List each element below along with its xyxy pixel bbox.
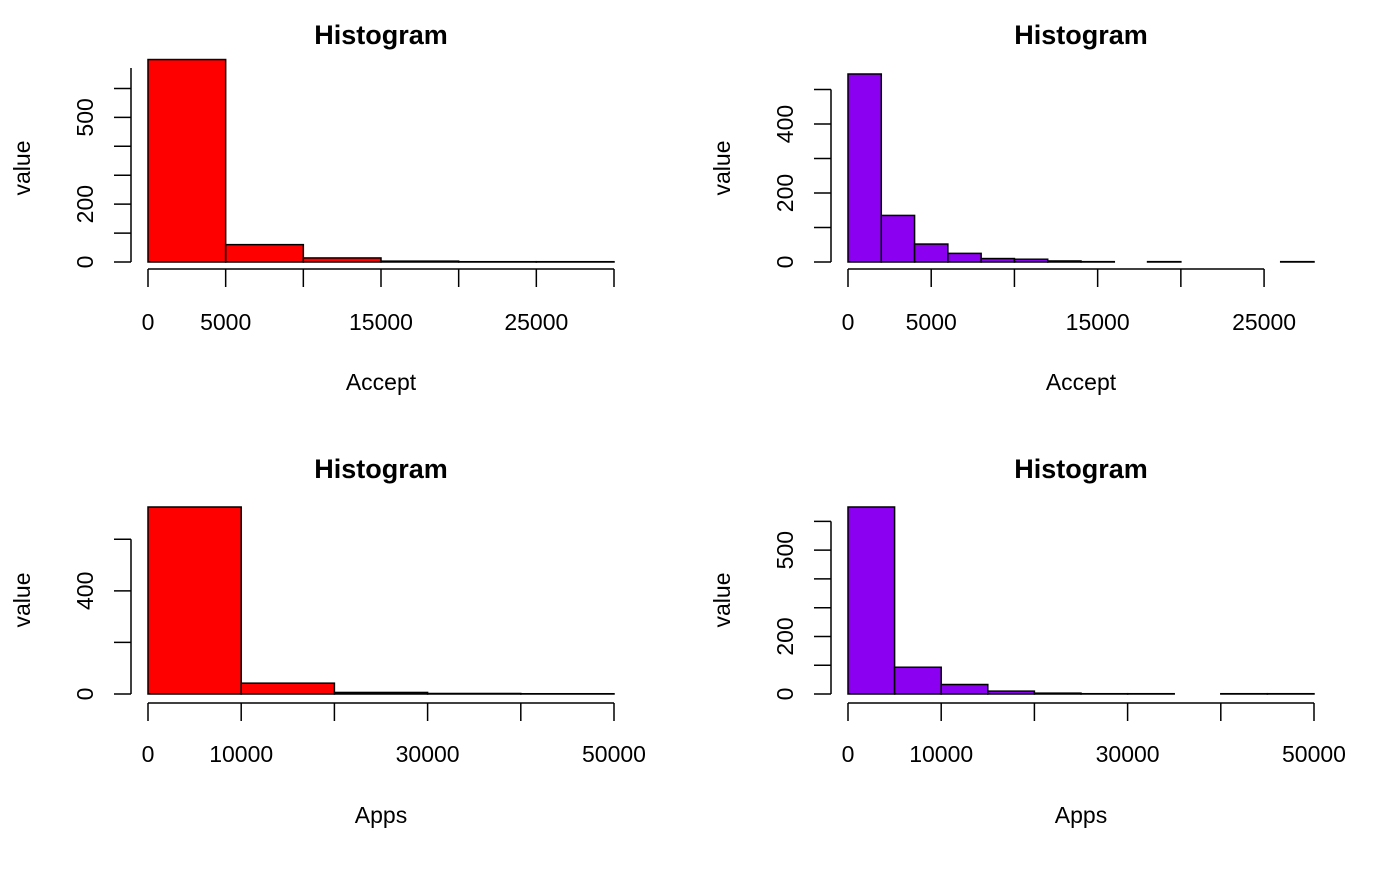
panel-1-x-axis-label: Accept: [346, 369, 417, 395]
panel-3-title: Histogram: [314, 454, 448, 484]
panel-3-x-tick-label: 50000: [582, 741, 646, 767]
panel-2-bar-3: [915, 244, 948, 262]
panel-3-y-tick-label: 400: [72, 572, 98, 610]
panel-2-y-tick-label: 0: [772, 256, 798, 269]
panel-2-x-tick-label: 0: [842, 309, 855, 335]
panel-2-x-tick-label: 25000: [1232, 309, 1296, 335]
panel-4-y-tick-label: 0: [772, 688, 798, 701]
panel-2-bar-1: [848, 74, 881, 262]
panel-3-x-tick-label: 10000: [209, 741, 273, 767]
panel-1-bar-3: [303, 258, 381, 262]
panel-1-bar-4: [381, 261, 459, 262]
panel-3-bar-2: [241, 683, 334, 694]
panel-4-bar-2: [895, 667, 942, 694]
panel-2-x-tick-label: 5000: [906, 309, 957, 335]
panel-1-bar-1: [148, 60, 226, 262]
panel-1-y-axis-label: value: [9, 141, 35, 196]
panel-1-x-tick-label: 0: [142, 309, 155, 335]
panel-3-bar-1: [148, 507, 241, 694]
panel-2-title: Histogram: [1014, 20, 1148, 50]
panel-4-title: Histogram: [1014, 454, 1148, 484]
panel-4-x-tick-label: 50000: [1282, 741, 1346, 767]
panel-2-y-axis-label: value: [709, 141, 735, 196]
panel-4-x-tick-label: 0: [842, 741, 855, 767]
panel-4-bar-1: [848, 507, 895, 694]
panel-2-bar-4: [948, 253, 981, 262]
panel-4-bar-5: [1034, 693, 1081, 694]
panel-1-title: Histogram: [314, 20, 448, 50]
panel-4-y-tick-label: 200: [772, 617, 798, 655]
panel-3-bar-4: [428, 693, 521, 694]
panel-1-x-tick-label: 25000: [504, 309, 568, 335]
panel-4-bar-4: [988, 691, 1035, 694]
panel-1-bar-2: [226, 245, 304, 262]
panel-4-x-axis-label: Apps: [1055, 802, 1107, 828]
panel-1-y-tick-label: 200: [72, 185, 98, 223]
panel-3-y-tick-label: 0: [72, 688, 98, 701]
panel-1-x-tick-label: 5000: [200, 309, 251, 335]
panel-4-bar-3: [941, 685, 988, 694]
panel-3-x-tick-label: 0: [142, 741, 155, 767]
panel-4-y-tick-label: 500: [772, 531, 798, 569]
panel-2-bar-5: [981, 259, 1014, 262]
panel-2-y-tick-label: 400: [772, 105, 798, 143]
panel-2-y-tick-label: 200: [772, 174, 798, 212]
panel-2-x-tick-label: 15000: [1066, 309, 1130, 335]
panel-1-y-tick-label: 500: [72, 98, 98, 136]
panel-3-x-tick-label: 30000: [396, 741, 460, 767]
panel-2-bar-7: [1048, 261, 1081, 262]
panel-3-bar-3: [334, 692, 427, 694]
panel-1-y-tick-label: 0: [72, 256, 98, 269]
panel-3-x-axis-label: Apps: [355, 802, 407, 828]
panel-3-y-axis-label: value: [9, 573, 35, 628]
panel-1-x-tick-label: 15000: [349, 309, 413, 335]
panel-4-x-tick-label: 10000: [909, 741, 973, 767]
panel-2-bar-6: [1014, 259, 1047, 262]
panel-2-x-axis-label: Accept: [1046, 369, 1117, 395]
panel-4-x-tick-label: 30000: [1096, 741, 1160, 767]
panel-4-y-axis-label: value: [709, 573, 735, 628]
panel-2-bar-2: [881, 215, 914, 262]
